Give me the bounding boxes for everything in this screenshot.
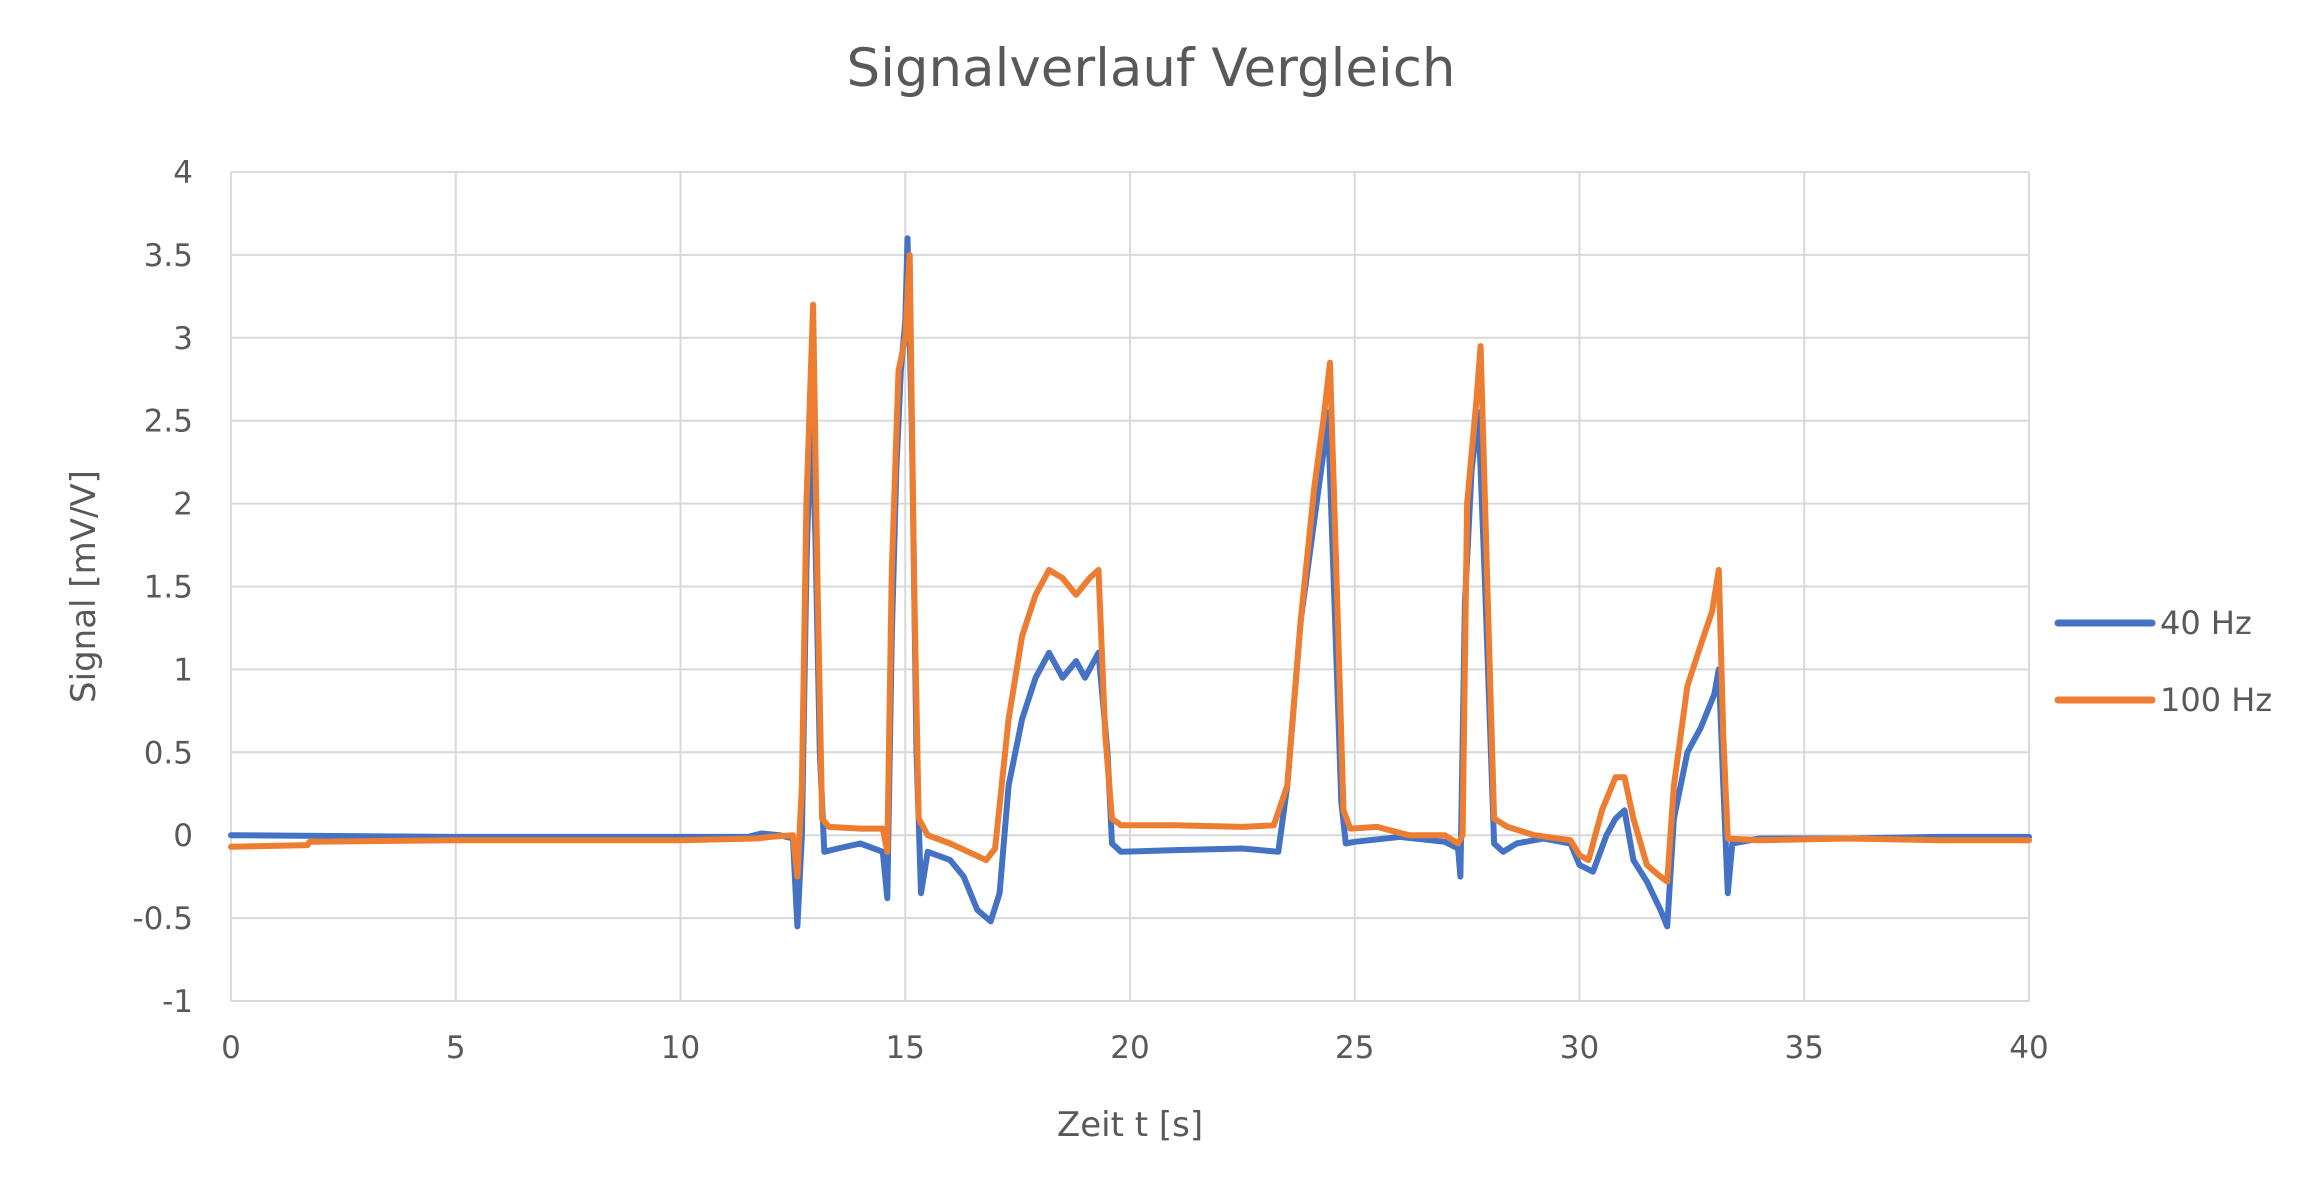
x-tick-label: 15 — [886, 1030, 925, 1066]
y-tick-label: 3.5 — [144, 238, 193, 274]
y-tick-label: 0.5 — [144, 735, 193, 771]
y-tick-label: 4 — [173, 155, 193, 191]
legend-label-0: 40 Hz — [2160, 604, 2252, 642]
x-axis-label: Zeit t [s] — [1057, 1105, 1203, 1145]
x-tick-label: 10 — [661, 1030, 700, 1066]
y-tick-label: -0.5 — [133, 901, 194, 937]
series-line-0 — [228, 235, 2032, 930]
series-line-1 — [228, 251, 2032, 885]
x-tick-label: 30 — [1560, 1030, 1599, 1066]
chart-title: Signalverlauf Vergleich — [846, 38, 1456, 99]
x-tick-label: 25 — [1335, 1030, 1374, 1066]
x-tick-label: 35 — [1785, 1030, 1824, 1066]
y-tick-label: 2 — [173, 487, 193, 523]
legend-label-1: 100 Hz — [2160, 681, 2272, 719]
y-tick-label: 3 — [173, 321, 193, 357]
y-tick-label: 2.5 — [144, 404, 193, 440]
y-tick-label: 1 — [173, 652, 193, 688]
y-tick-label: 1.5 — [144, 570, 193, 606]
legend: 40 Hz 100 Hz — [2054, 604, 2272, 719]
grid-lines — [230, 171, 2030, 1002]
series-lines — [228, 235, 2032, 930]
y-tick-label: 0 — [173, 818, 193, 854]
x-tick-label: 5 — [446, 1030, 466, 1066]
x-tick-label: 40 — [2009, 1030, 2048, 1066]
y-tick-label: -1 — [162, 984, 193, 1020]
tick-labels: -1-0.500.511.522.533.540 5 10 15 20 25 30 35 40 — [133, 155, 2049, 1066]
x-tick-label: 20 — [1110, 1030, 1149, 1066]
x-tick-label: 0 — [221, 1030, 241, 1066]
y-axis-label: Signal [mV/V] — [64, 470, 104, 703]
